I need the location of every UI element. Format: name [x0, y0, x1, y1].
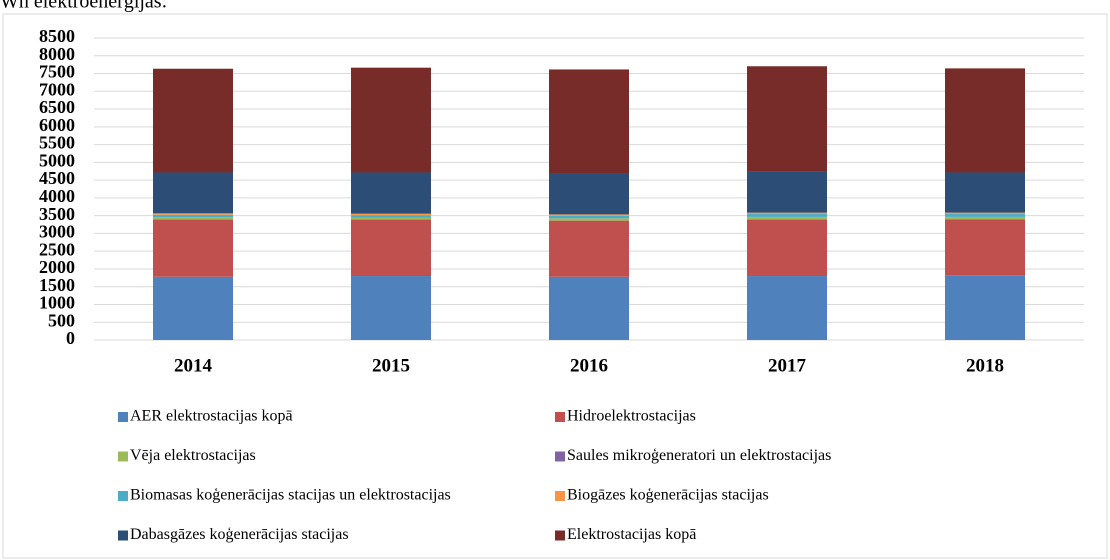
bar-segment [945, 68, 1025, 173]
bar-segment [747, 171, 827, 213]
y-tick-label: 6500 [39, 97, 75, 117]
legend-label: Dabasgāzes koģenerācijas stacijas [130, 526, 349, 543]
legend-swatch [555, 412, 565, 422]
bar-segment [153, 219, 233, 277]
legend-label: Vēja elektrostacijas [130, 447, 256, 464]
legend-label: Biogāzes koģenerācijas stacijas [567, 487, 769, 504]
y-tick-label: 1000 [39, 293, 75, 313]
y-tick-label: 4000 [39, 186, 75, 206]
bar-segment [351, 213, 431, 216]
x-tick-label: 2014 [174, 355, 213, 376]
bar-segment [153, 214, 233, 218]
bar-segment [549, 215, 629, 219]
y-tick-label: 2000 [39, 257, 75, 277]
legend-swatch [118, 412, 128, 422]
y-tick-label: 500 [48, 310, 75, 330]
bar-segment [747, 212, 827, 215]
bar-segment [549, 69, 629, 174]
bar-segment [747, 214, 827, 217]
bar-segment [351, 217, 431, 220]
y-tick-label: 5000 [39, 150, 75, 170]
legend-label: Biomasas koģenerācijas stacijas un elekt… [130, 487, 451, 504]
bar-segment [945, 275, 1025, 340]
legend-swatch [555, 491, 565, 501]
x-tick-label: 2016 [570, 355, 608, 376]
legend-swatch [118, 451, 128, 462]
chart-border [2, 13, 1108, 559]
bar-segment [153, 217, 233, 220]
y-tick-label: 3500 [39, 204, 75, 224]
legend-swatch [118, 530, 128, 541]
bar-segment [945, 217, 1025, 220]
y-tick-label: 3000 [39, 222, 75, 242]
legend-swatch [555, 530, 565, 541]
bar-segment [549, 173, 629, 215]
legend-label: Elektrostacijas kopā [567, 526, 696, 543]
bar-segment [153, 68, 233, 173]
y-tick-label: 0 [66, 328, 75, 348]
y-tick-label: 8000 [39, 44, 75, 64]
bar-segment [549, 220, 629, 277]
y-tick-label: 1500 [39, 275, 75, 295]
legend-label: Saules mikroģeneratori un elektrostacija… [567, 447, 831, 464]
bar-segment [747, 219, 827, 277]
bar-segment [945, 219, 1025, 276]
bar-segment [351, 67, 431, 173]
bar-segment [153, 172, 233, 214]
legend-label: Hidroelektrostacijas [567, 408, 696, 425]
y-tick-label: 2500 [39, 239, 75, 259]
bar-segment [351, 219, 431, 277]
bar-segment [747, 217, 827, 220]
legend-swatch [118, 491, 128, 501]
bar-segment [153, 276, 233, 340]
bar-segment [549, 214, 629, 216]
legend-label: AER elektrostacijas kopā [130, 408, 293, 425]
bar-segment [945, 212, 1025, 215]
y-tick-label: 6000 [39, 115, 75, 135]
y-tick-label: 8500 [39, 26, 75, 46]
bar-segment [945, 172, 1025, 213]
bar-segment [945, 214, 1025, 217]
heading: Wh elektroenerģijas: [0, 0, 167, 13]
y-tick-label: 5500 [39, 133, 75, 153]
y-tick-label: 7500 [39, 62, 75, 82]
x-tick-label: 2018 [966, 355, 1004, 376]
y-tick-label: 7000 [39, 79, 75, 99]
bar-segment [549, 218, 629, 221]
x-tick-label: 2015 [372, 355, 410, 376]
bar-segment [747, 66, 827, 172]
legend-swatch [555, 451, 565, 462]
bar-segment [153, 213, 233, 215]
bar-segment [351, 172, 431, 214]
bar-segment [351, 276, 431, 340]
bar-segment [747, 276, 827, 340]
bar-segment [549, 276, 629, 340]
x-tick-label: 2017 [768, 355, 807, 376]
y-tick-label: 4500 [39, 168, 75, 188]
bar-segment [351, 215, 431, 218]
